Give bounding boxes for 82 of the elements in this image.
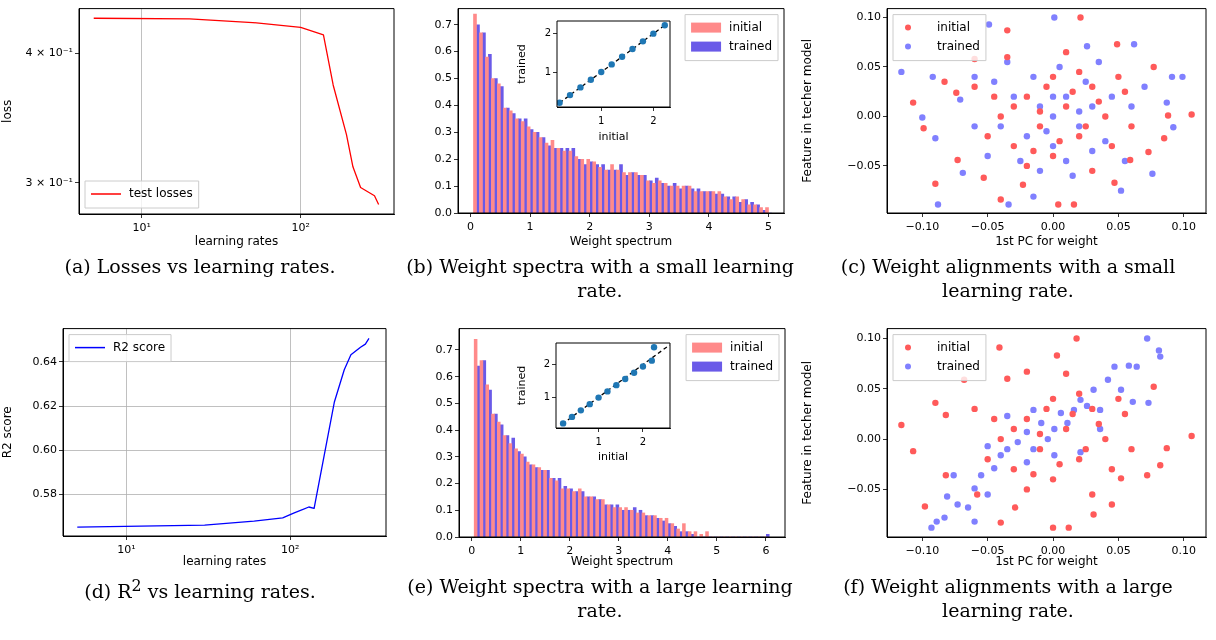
y-tick-label: 0.5 bbox=[434, 71, 452, 85]
y-tick-label: 0.4 bbox=[434, 98, 452, 112]
x-tick-label: 3 bbox=[645, 220, 653, 234]
text: (a) Losses vs learning rates. bbox=[63, 254, 337, 278]
y-tick-label: 0.4 bbox=[435, 422, 453, 436]
text: (f) Weight alignments with a large learning rate. bbox=[842, 574, 1174, 622]
y-tick-label: 0.6 bbox=[434, 44, 452, 58]
x-tick-label: 0.10 bbox=[1171, 220, 1197, 234]
x-tick-label: 0.00 bbox=[1040, 220, 1066, 234]
text: (d) R$^{2}$ vs learning rates. bbox=[83, 575, 317, 604]
x-tick-label: 0.05 bbox=[1106, 544, 1131, 558]
legend-label: trained bbox=[937, 38, 980, 53]
y-tick-label: 0.7 bbox=[434, 17, 452, 31]
legend-label: initial bbox=[937, 339, 970, 354]
x-tick-label: 10² bbox=[291, 221, 310, 235]
x-tick-label: −0.10 bbox=[905, 220, 940, 234]
y-tick-label: 0.05 bbox=[856, 381, 881, 395]
y-tick-label: 1 bbox=[544, 65, 551, 77]
legend-label: trained bbox=[729, 38, 773, 53]
y-tick-label: 0.58 bbox=[32, 487, 57, 501]
x-tick-label: 5 bbox=[765, 220, 772, 234]
text: (e) Weight spectra with a large learning rate. bbox=[406, 574, 794, 622]
y-tick-label: 0.5 bbox=[435, 396, 453, 410]
y-tick-label: 2 bbox=[543, 358, 550, 370]
y-tick-label: 0.3 bbox=[435, 449, 453, 463]
x-axis-title: initial bbox=[597, 450, 629, 464]
x-tick-label: 1 bbox=[517, 544, 525, 558]
legend-label: initial bbox=[730, 339, 764, 354]
y-tick-label: 0.2 bbox=[434, 152, 452, 166]
y-tick-label: 0.6 bbox=[435, 369, 453, 383]
y-tick-label: 0.2 bbox=[435, 476, 453, 490]
x-axis-title: 1st PC for weight bbox=[995, 233, 1099, 248]
legend-label: initial bbox=[937, 19, 970, 34]
y-tick-label: 0.60 bbox=[32, 443, 57, 457]
y-tick-label: 0.64 bbox=[32, 354, 57, 368]
x-tick-label: 0.05 bbox=[1106, 220, 1131, 234]
y-tick-label: 0.1 bbox=[435, 503, 453, 517]
x-tick-label: 0 bbox=[467, 220, 475, 234]
legend-label: trained bbox=[937, 358, 980, 373]
y-axis-title: loss bbox=[0, 99, 15, 123]
y-tick-label: 3 × 10⁻¹ bbox=[25, 175, 73, 189]
legend-label: initial bbox=[729, 19, 763, 34]
y-tick-label: 4 × 10⁻¹ bbox=[25, 46, 73, 60]
y-tick-label: 0.7 bbox=[435, 342, 453, 356]
y-tick-label: −0.05 bbox=[847, 482, 881, 496]
x-axis-title: Weight spectrum bbox=[569, 233, 673, 248]
text: (b) Weight spectra with a small learning rate. bbox=[405, 254, 795, 302]
x-tick-label: 6 bbox=[762, 544, 770, 558]
y-tick-label: 0.1 bbox=[434, 178, 452, 192]
y-tick-label: 0.05 bbox=[856, 59, 881, 73]
y-tick-label: 0.0 bbox=[435, 529, 453, 543]
x-tick-label: 4 bbox=[705, 220, 713, 234]
x-tick-label: 10¹ bbox=[117, 543, 136, 557]
y-tick-label: 1 bbox=[543, 390, 550, 402]
y-tick-label: 2 bbox=[544, 27, 551, 39]
legend-label: trained bbox=[730, 358, 774, 373]
text: (c) Weight alignments with a small learning rate. bbox=[839, 254, 1177, 302]
x-tick-label: 10¹ bbox=[132, 221, 151, 235]
y-axis-title: R2 score bbox=[0, 406, 15, 459]
y-tick-label: 0.0 bbox=[434, 205, 452, 219]
y-axis-title: trained bbox=[515, 365, 529, 406]
y-axis-title: Feature in techer model bbox=[800, 38, 815, 183]
y-tick-label: 0.10 bbox=[856, 331, 881, 345]
x-tick-label: 5 bbox=[713, 544, 721, 558]
x-tick-label: 0 bbox=[468, 544, 476, 558]
x-tick-label: 10² bbox=[280, 543, 300, 557]
x-axis-title: initial bbox=[598, 130, 629, 144]
x-axis-title: learning rates bbox=[194, 233, 279, 248]
x-axis-title: learning rates bbox=[182, 553, 267, 568]
y-tick-label: 0.3 bbox=[434, 125, 452, 139]
x-tick-label: −0.05 bbox=[970, 220, 1005, 234]
legend-label: test losses bbox=[129, 186, 193, 201]
y-axis-title: trained bbox=[515, 44, 529, 84]
y-axis-title: Feature in techer model bbox=[800, 360, 815, 505]
y-tick-label: 0.62 bbox=[32, 398, 57, 412]
y-tick-label: −0.05 bbox=[847, 158, 881, 172]
x-tick-label: −0.10 bbox=[905, 544, 940, 558]
legend-label: R2 score bbox=[113, 339, 166, 354]
x-tick-label: 0.10 bbox=[1171, 544, 1197, 558]
x-tick-label: 1 bbox=[526, 220, 534, 234]
y-tick-label: 0.10 bbox=[856, 10, 881, 24]
x-tick-label: 2 bbox=[586, 220, 594, 234]
